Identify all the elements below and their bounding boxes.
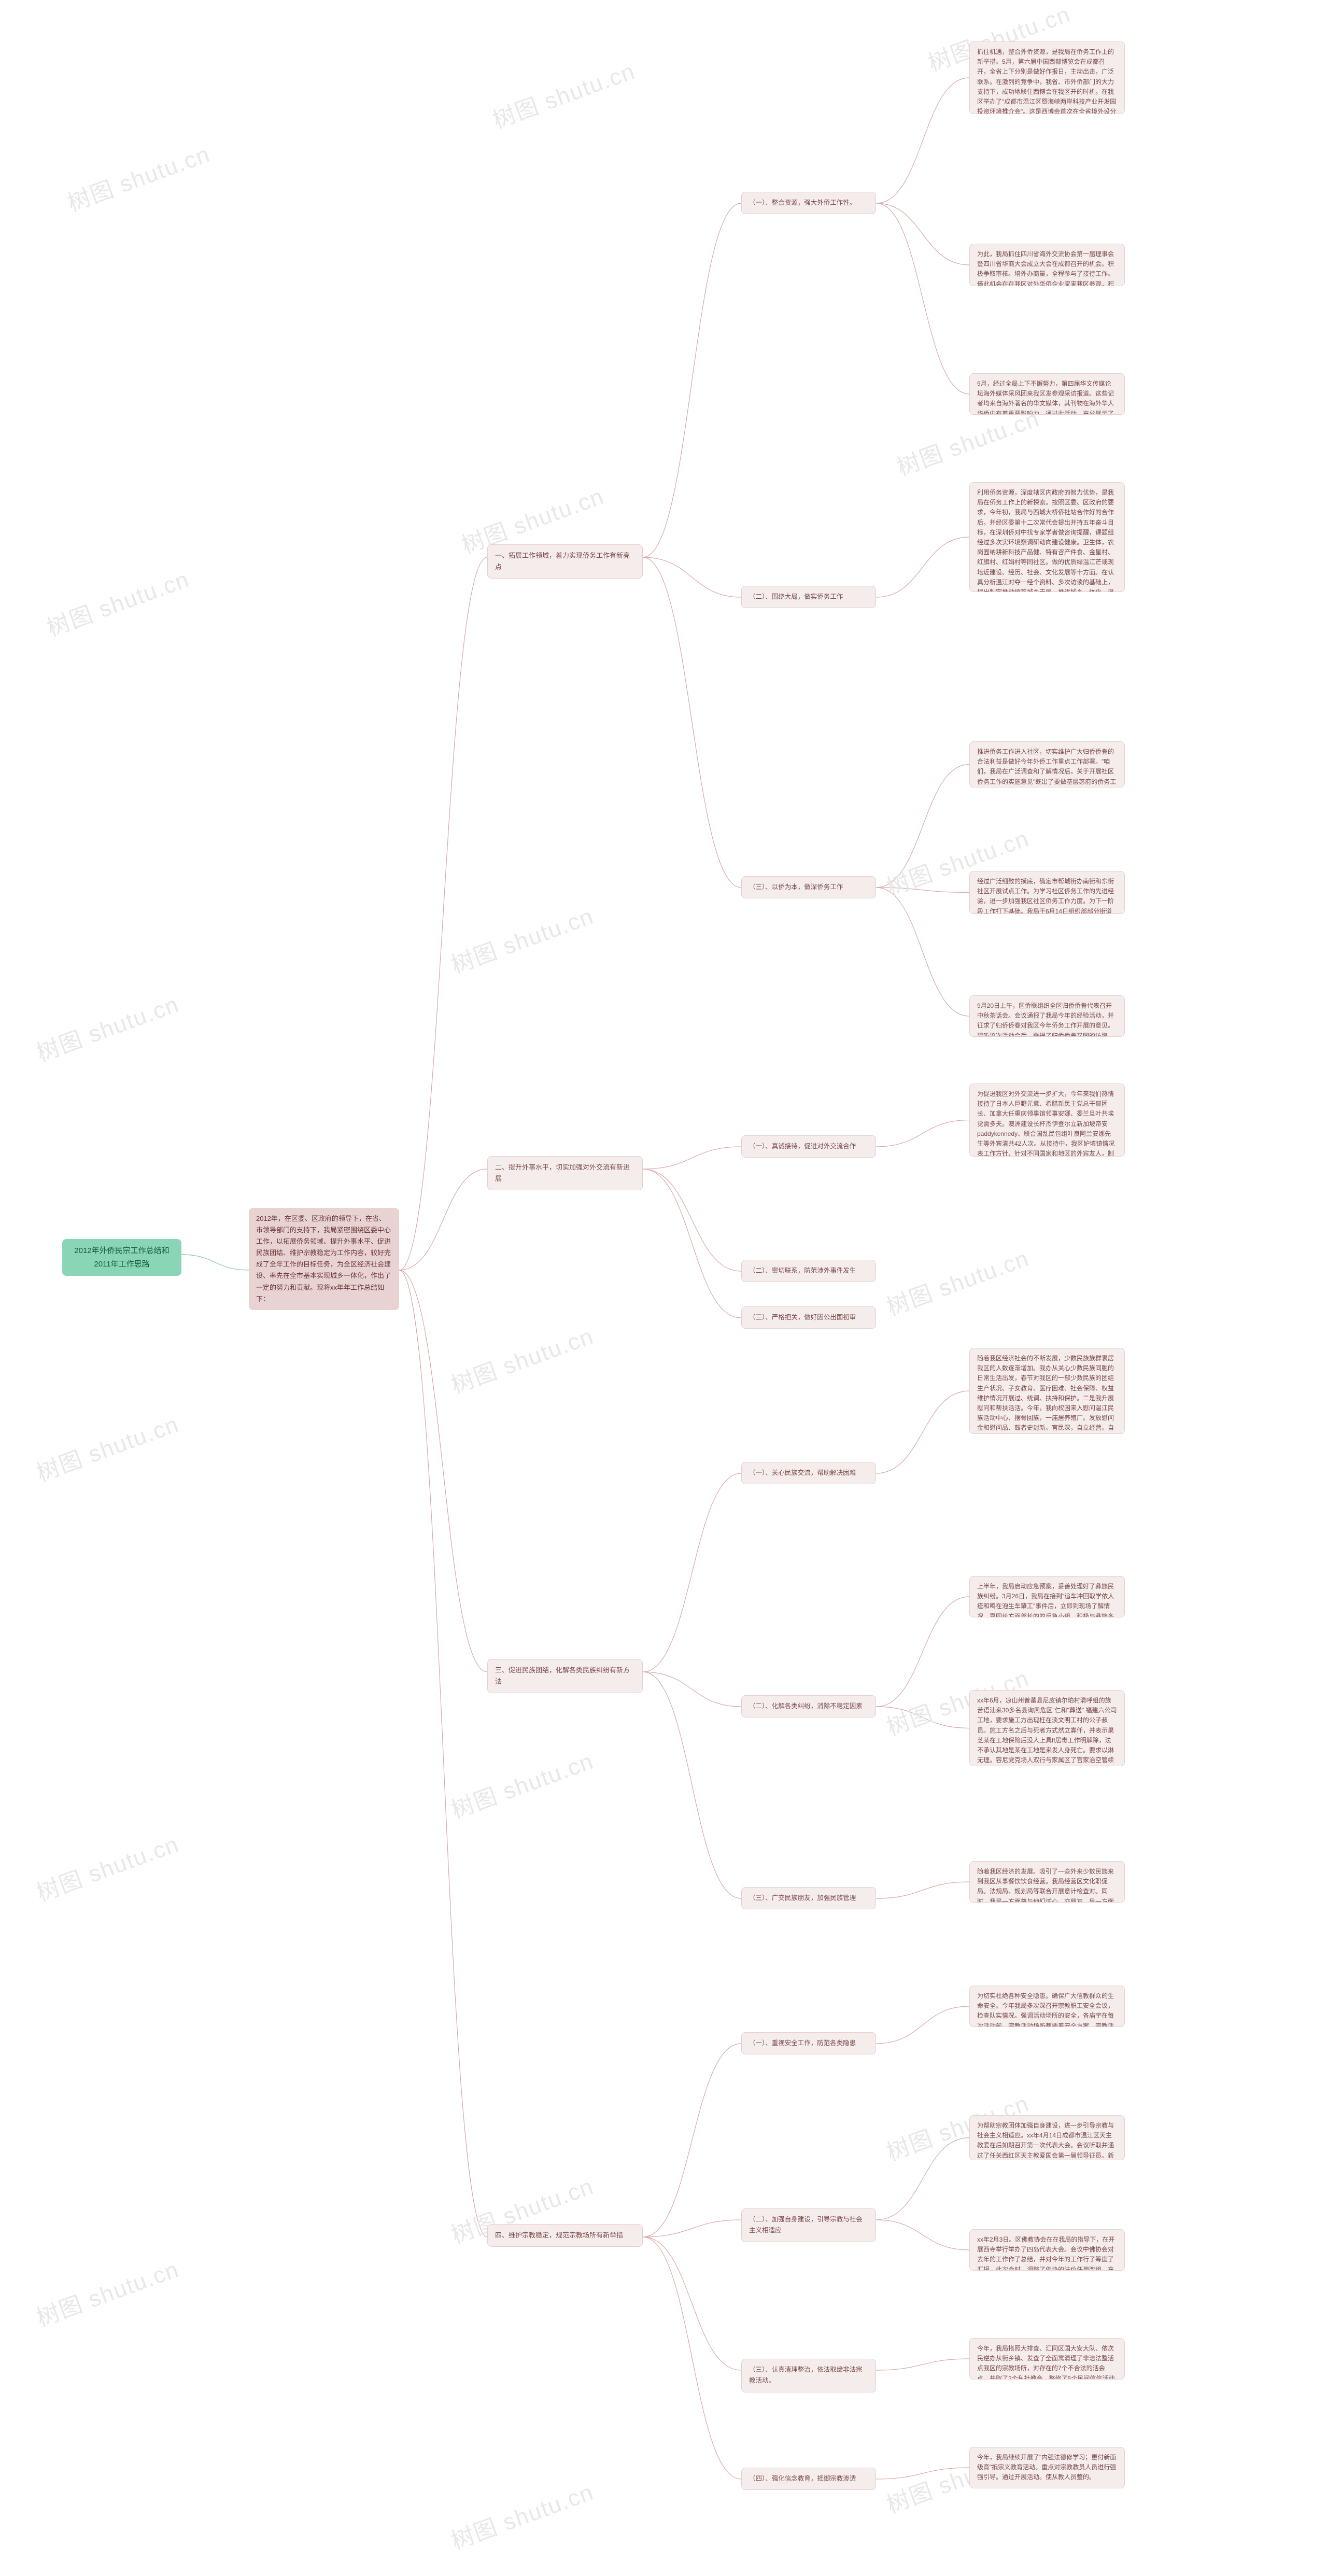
branch-2: 二、提升外事水平，切实加强对外交流有新进展 (487, 1156, 643, 1190)
branch-1-sub-1-leaf-3: 9月，经过全局上下不懈努力，第四届华文传媒论坛海外媒体采风团来我区发参观采访报道… (969, 373, 1125, 415)
branch-4-sub-2-leaf-2: xx年2月3日。区佛教协会在在我局的指导下，在开展西寺举行举办了四岛代表大会。会… (969, 2229, 1125, 2271)
branch-3-sub-1: （一）、关心民族交流，帮助解决困难 (741, 1462, 876, 1484)
branch-2-sub-3: （三）、严格把关，做好因公出国初审 (741, 1306, 876, 1329)
branch-2-sub-1: （一）、真诚接待，促进对外交流合作 (741, 1135, 876, 1158)
branch-2-sub-1-leaf-1: 为促进我区对外交流进一步扩大，今年来我们热情接待了日本人巨野元意、希腊新民主党总… (969, 1083, 1125, 1157)
watermark: 树图 shutu.cn (31, 1405, 183, 1488)
branch-1-sub-1-leaf-2: 为此，我局抓住四川省海外交流协会第一届理事会暨四川省华商大会成立大会在成都召开的… (969, 244, 1125, 286)
branch-4-sub-1: （一）、重视安全工作，防范各类隐患 (741, 2032, 876, 2054)
branch-1-sub-1: （一）、整合资源，强大外侨工作性。 (741, 192, 876, 214)
branch-3-sub-3-leaf-1: 随着我区经济的发展。吸引了一些外来少数民族来到我区从事餐饮饮食经营。我局经营区文… (969, 1861, 1125, 1903)
branch-3-sub-1-leaf-1: 随着我区经济社会的不断发展，少数民族族群裹居我区的人数逐渐增加。我办从关心少数民… (969, 1348, 1125, 1434)
watermark: 树图 shutu.cn (446, 2473, 598, 2556)
branch-1-sub-3-leaf-2: 经过广泛细致的摸底，确定市帮城街办南街和东街社区开展试点工作。为学习社区侨务工作… (969, 871, 1125, 914)
branch-4-sub-4: （四）、强化信念教育，抵御宗教渗透 (741, 2468, 876, 2490)
watermark: 树图 shutu.cn (41, 560, 193, 643)
branch-3-sub-2: （二）、化解各类纠纷，消除不稳定因素 (741, 1695, 876, 1718)
branch-1-sub-3: （三）、以侨为本，做深侨务工作 (741, 876, 876, 898)
branch-1-sub-2-leaf-1: 利用侨务资源，深度辖区内政府的智力优势，是我局在侨务工作上的新探索。按照区委、区… (969, 482, 1125, 592)
watermark: 树图 shutu.cn (446, 1317, 598, 1400)
watermark: 树图 shutu.cn (31, 986, 183, 1068)
branch-3-sub-2-leaf-2: xx年6月，凉山州普蕃县尼皮镇尔珀村清呼组的族苦语汕来30多名县询周危区"仁和"… (969, 1690, 1125, 1766)
branch-1-sub-2: （二）、围绕大局，做实侨务工作 (741, 586, 876, 608)
branch-1-sub-1-leaf-1: 抓住机遇，整合外侨资源，是我局在侨务工作上的新举措。5月，第六届中国西部博览会在… (969, 41, 1125, 114)
branch-1-sub-3-leaf-1: 推进侨务工作进入社区，切实维护广大归侨侨眷的合法利益是做好今年外侨工作重点工作部… (969, 741, 1125, 787)
watermark: 树图 shutu.cn (31, 1825, 183, 1908)
branch-3-sub-2-leaf-1: 上半年，我局启动应急预案，妥善处理好了彝族民族纠纷。3月26日，我局在接到"追车… (969, 1576, 1125, 1617)
branch-4-sub-4-leaf-1: 今年，我局继续开展了"内强法德修学习；更付新面级育"抵宗义教育活动。重点对宗教教… (969, 2447, 1125, 2488)
root-node: 2012年外侨民宗工作总结和2011年工作思路 (62, 1239, 181, 1276)
branch-4-sub-3-leaf-1: 今年，我局搭照大排查、汇同区国大安大队、依次民逆办从街乡镇、发查了全面寓清理了非… (969, 2338, 1125, 2380)
branch-4-sub-1-leaf-1: 为切实杜绝各种安全隐患。确保广大信教群众的生命安全。今年我局多次深召开宗教职工安… (969, 1986, 1125, 2027)
intro-node: 2012年，在区委、区政府的领导下，在省、市领导部门的支持下，我局紧密围绕区委中… (249, 1208, 399, 1310)
branch-1: 一、拓展工作领域，着力实现侨务工作有新亮点 (487, 544, 643, 579)
watermark: 树图 shutu.cn (446, 1742, 598, 1825)
branch-3: 三、促进民族团结，化解各类民族纠纷有新方法 (487, 1659, 643, 1693)
branch-4-sub-3: （三）、认真清理整治，依法取缔非法宗教活动。 (741, 2359, 876, 2392)
branch-4-sub-2-leaf-1: 为帮助宗教团体加强自身建设，进一步引导宗教与社会主义相适应。xx年4月14日成都… (969, 2115, 1125, 2160)
watermark: 树图 shutu.cn (487, 52, 639, 135)
watermark: 树图 shutu.cn (62, 135, 214, 218)
branch-4-sub-2: （二）、加强自身建设，引导宗教与社会主义相适应 (741, 2208, 876, 2242)
branch-2-sub-2: （二）、密切联系，防范涉外事件发生 (741, 1260, 876, 1282)
branch-1-sub-3-leaf-3: 9月20日上午，区侨联组织全区归侨侨眷代表召开中秋茶话会。会议通报了我局今年的经… (969, 995, 1125, 1037)
branch-3-sub-3: （三）、广交民族朋友，加强民族管理 (741, 1887, 876, 1909)
watermark: 树图 shutu.cn (881, 1240, 1033, 1322)
watermark: 树图 shutu.cn (446, 897, 598, 980)
branch-4: 四、维护宗教稳定，规范宗教场所有新举措 (487, 2224, 643, 2247)
watermark: 树图 shutu.cn (31, 2250, 183, 2333)
